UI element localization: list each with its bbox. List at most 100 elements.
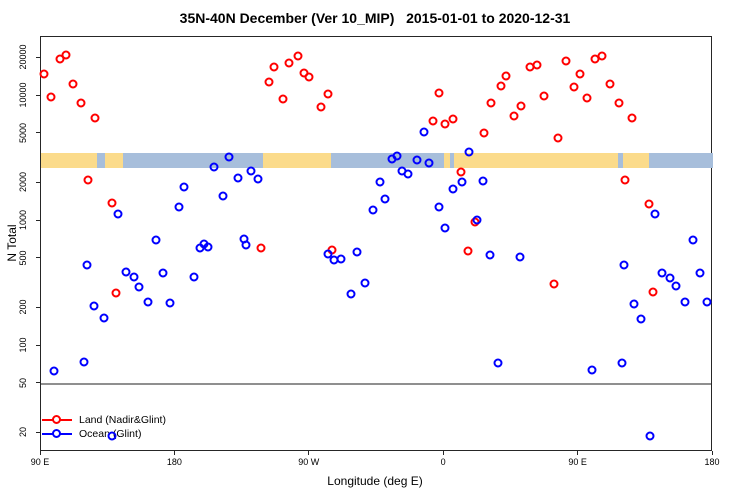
- y-tick-label: 200: [18, 299, 28, 315]
- data-point: [246, 166, 256, 176]
- reference-line: [41, 382, 711, 385]
- x-tick-label: 90 W: [298, 457, 320, 467]
- data-point: [83, 175, 93, 185]
- data-point: [644, 199, 654, 209]
- data-point: [569, 82, 579, 92]
- data-point: [419, 127, 429, 137]
- data-point: [702, 297, 712, 307]
- data-point: [165, 298, 175, 308]
- data-point: [203, 242, 213, 252]
- data-point: [428, 116, 438, 126]
- data-point: [448, 114, 458, 124]
- y-tick-label: 2000: [18, 172, 28, 193]
- data-point: [515, 252, 525, 262]
- chart-title: 35N-40N December (Ver 10_MIP) 2015-01-01…: [179, 10, 571, 26]
- data-point: [346, 289, 356, 299]
- data-point: [151, 235, 161, 245]
- data-point: [79, 357, 89, 367]
- data-point: [189, 272, 199, 282]
- y-tick: [36, 257, 40, 259]
- data-point: [323, 249, 333, 259]
- data-point: [284, 58, 294, 68]
- data-point: [575, 69, 585, 79]
- data-point: [472, 215, 482, 225]
- data-point: [486, 98, 496, 108]
- data-point: [617, 358, 627, 368]
- data-point: [113, 209, 123, 219]
- data-point: [532, 60, 542, 70]
- legend-marker-land-icon: [42, 414, 72, 426]
- data-point: [39, 69, 49, 79]
- data-point: [665, 273, 675, 283]
- data-point: [553, 133, 563, 143]
- data-point: [440, 223, 450, 233]
- data-point: [695, 268, 705, 278]
- data-point: [605, 79, 615, 89]
- legend-marker-ocean-icon: [42, 428, 72, 440]
- data-point: [680, 297, 690, 307]
- data-point: [412, 155, 422, 165]
- data-point: [76, 98, 86, 108]
- data-point: [278, 94, 288, 104]
- band-land-segment: [41, 153, 97, 169]
- data-point: [549, 279, 559, 289]
- data-point: [456, 167, 466, 177]
- y-tick: [36, 306, 40, 308]
- data-point: [121, 267, 131, 277]
- x-tick: [173, 451, 175, 455]
- y-tick-label: 5000: [18, 122, 28, 143]
- data-point: [424, 158, 434, 168]
- data-point: [241, 240, 251, 250]
- data-point: [323, 89, 333, 99]
- data-point: [403, 169, 413, 179]
- data-point: [493, 358, 503, 368]
- data-point: [648, 287, 658, 297]
- data-point: [89, 301, 99, 311]
- data-point: [597, 51, 607, 61]
- data-point: [134, 282, 144, 292]
- data-point: [256, 243, 266, 253]
- data-point: [368, 205, 378, 215]
- data-point: [375, 177, 385, 187]
- data-point: [82, 260, 92, 270]
- data-point: [688, 235, 698, 245]
- data-point: [629, 299, 639, 309]
- data-point: [539, 91, 549, 101]
- band-land-segment: [262, 153, 331, 169]
- data-point: [478, 176, 488, 186]
- y-tick-label: 20: [18, 427, 28, 438]
- x-tick: [39, 451, 41, 455]
- y-tick-label: 20000: [18, 44, 28, 70]
- data-point: [501, 71, 511, 81]
- x-tick: [442, 451, 444, 455]
- data-point: [434, 202, 444, 212]
- x-tick-label: 90 E: [30, 457, 50, 467]
- y-tick: [36, 344, 40, 346]
- data-point: [224, 152, 234, 162]
- data-point: [645, 431, 655, 441]
- band-land-segment: [453, 153, 619, 169]
- y-tick: [36, 431, 40, 433]
- data-point: [380, 194, 390, 204]
- data-point: [111, 288, 121, 298]
- data-point: [448, 184, 458, 194]
- data-point: [218, 191, 228, 201]
- x-axis-label: Longitude (deg E): [327, 474, 423, 488]
- y-tick: [36, 56, 40, 58]
- data-point: [516, 101, 526, 111]
- data-point: [179, 182, 189, 192]
- data-point: [336, 254, 346, 264]
- y-tick-label: 1000: [18, 209, 28, 231]
- data-point: [158, 268, 168, 278]
- data-point: [209, 162, 219, 172]
- y-tick: [36, 132, 40, 134]
- data-point: [99, 313, 109, 323]
- data-point: [636, 314, 646, 324]
- y-tick-label: 100: [18, 337, 28, 353]
- y-tick-label: 10000: [18, 82, 28, 108]
- data-point: [129, 272, 139, 282]
- data-point: [496, 81, 506, 91]
- data-point: [479, 128, 489, 138]
- data-point: [61, 50, 71, 60]
